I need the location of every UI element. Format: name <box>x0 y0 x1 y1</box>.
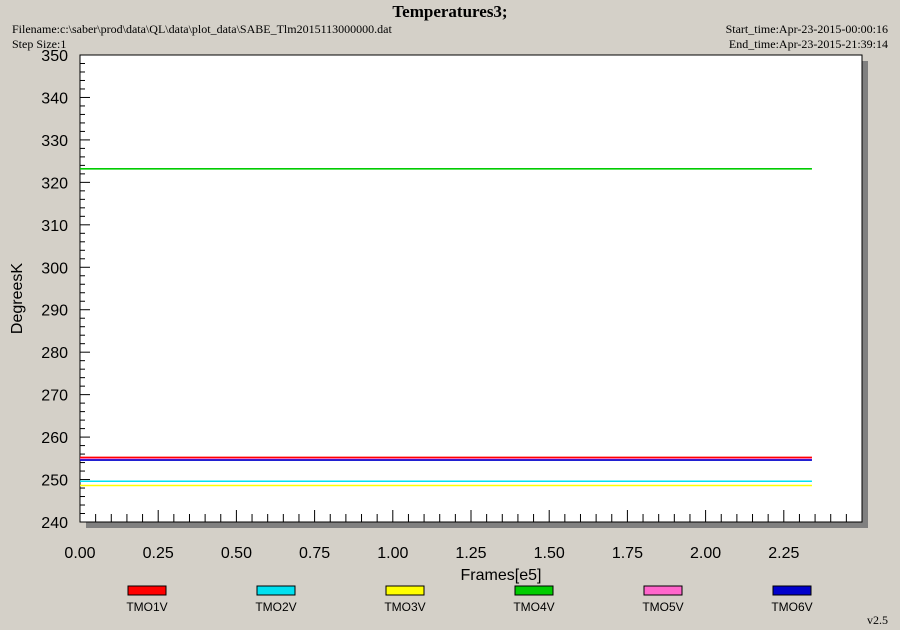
x-tick-label: 1.50 <box>534 545 565 562</box>
y-tick-label: 240 <box>41 515 68 532</box>
legend-swatch-tmo4v <box>514 585 554 596</box>
y-tick-label: 330 <box>41 133 68 150</box>
legend-swatch-tmo2v <box>256 585 296 596</box>
end-time-label: End_time:Apr-23-2015-21:39:14 <box>728 37 888 51</box>
legend-label-tmo4v: TMO4V <box>513 600 554 614</box>
legend-swatch-tmo6v <box>772 585 812 596</box>
y-tick-label: 310 <box>41 218 68 235</box>
x-tick-label: 2.25 <box>768 545 799 562</box>
x-axis-label: Frames[e5] <box>461 567 542 584</box>
y-tick-label: 280 <box>41 345 68 362</box>
x-tick-label: 0.75 <box>299 545 330 562</box>
x-tick-label: 0.25 <box>143 545 174 562</box>
plot-area <box>79 54 863 523</box>
legend-label-tmo5v: TMO5V <box>642 600 683 614</box>
x-tick-label: 1.25 <box>455 545 486 562</box>
y-tick-label: 350 <box>41 48 68 65</box>
x-tick-label: 1.75 <box>612 545 643 562</box>
chart-title: Temperatures3; <box>392 2 508 21</box>
y-tick-label: 270 <box>41 388 68 405</box>
legend-swatch-tmo3v <box>385 585 425 596</box>
y-tick-label: 300 <box>41 260 68 277</box>
legend-label-tmo3v: TMO3V <box>384 600 425 614</box>
y-tick-label: 260 <box>41 430 68 447</box>
version-label: v2.5 <box>867 613 888 627</box>
step-size-label: Step Size:1 <box>12 37 67 51</box>
legend-label-tmo6v: TMO6V <box>771 600 812 614</box>
y-tick-label: 340 <box>41 90 68 107</box>
y-axis-label: DegreesK <box>9 263 26 334</box>
y-tick-label: 320 <box>41 175 68 192</box>
legend-label-tmo1v: TMO1V <box>126 600 167 614</box>
legend-swatch-tmo5v <box>643 585 683 596</box>
start-time-label: Start_time:Apr-23-2015-00:00:16 <box>725 22 888 36</box>
filename-label: Filename:c:\saber\prod\data\QL\data\plot… <box>12 22 392 36</box>
y-tick-label: 290 <box>41 303 68 320</box>
legend-swatch-tmo1v <box>127 585 167 596</box>
y-tick-label: 250 <box>41 473 68 490</box>
x-tick-label: 0.00 <box>64 545 95 562</box>
x-tick-label: 1.00 <box>377 545 408 562</box>
legend-label-tmo2v: TMO2V <box>255 600 296 614</box>
x-tick-label: 2.00 <box>690 545 721 562</box>
x-tick-label: 0.50 <box>221 545 252 562</box>
